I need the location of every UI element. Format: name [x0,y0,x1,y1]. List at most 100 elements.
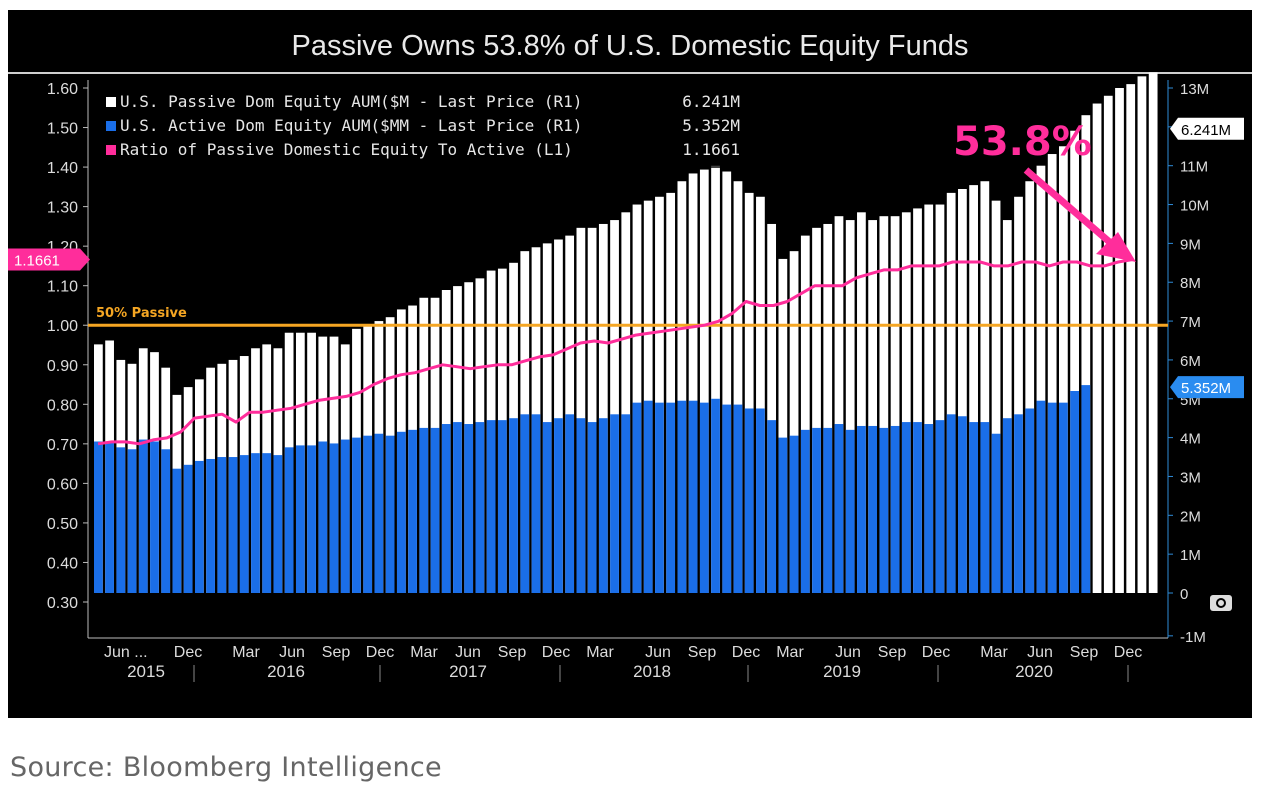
x-month-label: Sep [322,644,351,661]
passive-bar [857,212,866,594]
active-bar [363,435,373,593]
active-bar [980,422,990,593]
active-bar [879,427,889,593]
x-month-label: Mar [586,644,614,661]
active-bar [486,420,496,593]
left-tick-label: 0.60 [47,476,78,493]
active-bar [554,418,563,593]
active-bar [430,427,440,593]
active-bar [94,441,103,593]
active-bar [475,422,485,593]
passive-bar [744,192,754,593]
active-bar [733,404,743,593]
legend-label: U.S. Active Dom Equity AUM($MM - Last Pr… [120,116,582,135]
active-bar [946,414,956,593]
active-bar [262,453,272,593]
left-tick-label: 0.40 [47,555,78,572]
active-bar [352,437,361,593]
active-bar [666,402,676,593]
right-tick-label: 9M [1180,236,1201,253]
passive-bar [823,223,833,593]
active-bar [138,439,148,593]
right-tick-label: 7M [1180,314,1201,331]
active-bar [767,420,777,593]
active-bar [711,398,720,593]
x-month-label: Dec [922,644,950,661]
left-tick-label: 1.00 [47,318,78,335]
active-bar [542,422,552,593]
x-year-label: 2020 [1015,662,1053,681]
active-bar [789,435,799,593]
active-bar [778,437,788,593]
passive-bar [554,239,563,593]
active-bar [610,414,619,593]
passive-bar [924,204,934,594]
left-tick-label: 0.80 [47,397,78,414]
x-year-label: 2017 [449,662,487,681]
active-bar [116,447,126,593]
passive-bar [1047,154,1057,594]
active-bar [958,416,967,593]
active-bar [643,400,653,593]
left-tick-label: 0.50 [47,516,78,533]
active-bar [722,404,732,593]
left-tick-label: 1.40 [47,160,78,177]
active-bar [688,400,698,593]
active-bar [183,464,193,593]
right-tick-label: 1M [1180,547,1201,564]
passive-bar [991,200,1001,593]
passive-bar [1126,84,1136,593]
passive-bar [778,258,788,593]
active-bar [374,433,384,593]
active-bar [105,441,114,593]
active-bar [520,414,530,593]
annotation-53-8: 53.8% [953,119,1092,165]
active-bar [385,435,395,593]
left-tick-label: 1.30 [47,200,78,217]
active-bar [969,422,978,593]
active-bar [1081,385,1091,593]
active-bar [251,453,260,593]
left-tick-label: 1.10 [47,279,78,296]
passive-bar [1103,95,1113,594]
right-tick-label: -1M [1180,629,1206,646]
legend-value: 5.352M [682,116,740,135]
reference-line-label: 50% Passive [96,306,187,321]
passive-bar [1148,72,1158,593]
active-bar [812,427,821,593]
passive-bar [722,171,732,593]
right-tick-label: 13M [1180,81,1209,98]
passive-bar [733,181,743,593]
passive-bar [699,169,709,594]
active-bar [1047,402,1057,593]
active-bar [206,458,215,593]
active-bar [497,420,507,593]
left-tick-label: 0.90 [47,358,78,375]
active-bar [464,424,474,593]
passive-bar [688,173,698,593]
active-bar [340,439,350,593]
active-bar [307,445,316,593]
passive-bar [677,181,687,593]
passive-bar [1092,103,1102,594]
zoom-reset-icon [1210,595,1232,611]
passive-bar [958,189,967,593]
active-bar [239,455,249,593]
x-month-label: Sep [688,644,717,661]
passive-bar [901,212,911,594]
chart-title: Passive Owns 53.8% of U.S. Domestic Equi… [8,10,1252,74]
active-bar [194,460,204,593]
x-month-label: Jun [645,644,671,661]
left-tick-label: 1.60 [47,81,78,98]
right-tick-label: 2M [1180,508,1201,525]
passive-bar [666,192,676,593]
x-year-label: 2018 [633,662,671,681]
active-bar [295,445,305,593]
active-bar [913,422,922,593]
legend-swatch [106,145,116,155]
active-bar [598,418,608,593]
active-bar [834,424,844,593]
active-bar [1025,408,1035,593]
legend-swatch [106,121,116,131]
chart-plot: 0.300.400.500.600.700.800.901.001.101.20… [8,72,1244,682]
